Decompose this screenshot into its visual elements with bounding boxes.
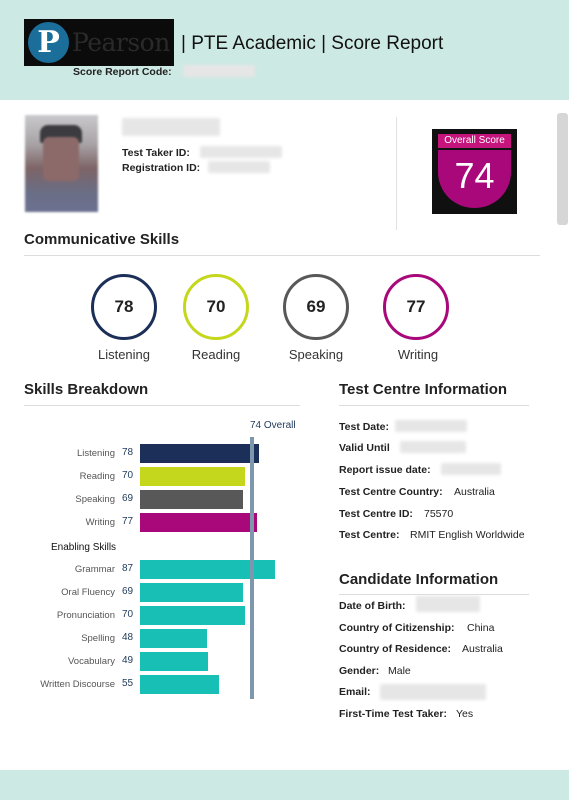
chart-score-speaking: 69: [122, 493, 134, 504]
gender-label: Gender:: [339, 665, 380, 677]
report-issue-date-label: Report issue date:: [339, 464, 431, 476]
candidate-photo: [25, 115, 98, 212]
reading-score-circle: 70: [183, 274, 249, 340]
scrollbar-thumb[interactable]: [557, 113, 568, 225]
chart-bar-written-discourse: [140, 675, 219, 694]
test-centre-title: Test Centre Information: [339, 381, 508, 398]
footer-band: [0, 770, 569, 800]
overall-score-label: Overall Score: [438, 134, 511, 148]
gender-value: Male: [388, 665, 411, 677]
listening-score-circle: 78: [91, 274, 157, 340]
breakdown-divider: [24, 405, 300, 406]
redacted-issue-date: [441, 463, 501, 475]
pearson-logo-wordmark: Pearson: [72, 28, 170, 57]
first-time-taker-label: First-Time Test Taker:: [339, 708, 447, 720]
test-centre-id-value: 75570: [424, 508, 454, 520]
chart-label-writing: Writing: [85, 517, 115, 528]
redacted-valid-until: [400, 441, 466, 453]
pearson-logo-icon: P: [28, 22, 69, 63]
chart-bar-writing: [140, 513, 257, 532]
citizenship-value: China: [467, 622, 495, 634]
photo-face: [43, 137, 79, 181]
vertical-divider: [396, 117, 397, 230]
redacted-email: [380, 684, 486, 700]
redacted-report-code: [183, 65, 255, 77]
chart-score-listening: 78: [122, 447, 134, 458]
chart-label-vocabulary: Vocabulary: [67, 656, 115, 667]
redacted-candidate-name: [122, 118, 220, 136]
report-title: | PTE Academic | Score Report: [181, 33, 444, 54]
chart-label-written-discourse: Written Discourse: [40, 679, 115, 690]
chart-bar-speaking: [140, 490, 243, 509]
score-report-code-label: Score Report Code:: [73, 66, 172, 78]
overall-marker-line: [250, 437, 254, 699]
test-centre-id-label: Test Centre ID:: [339, 508, 413, 520]
candidate-info-title: Candidate Information: [339, 571, 499, 588]
test-centre-label: Test Centre:: [339, 529, 400, 541]
redacted-test-taker-id: [200, 146, 282, 158]
chart-bar-listening: [140, 444, 259, 463]
chart-bar-grammar: [140, 560, 275, 579]
writing-score-circle: 77: [383, 274, 449, 340]
chart-score-grammar: 87: [122, 563, 134, 574]
overall-score-panel: Overall Score 74: [432, 129, 517, 214]
redacted-date-of-birth: [416, 596, 480, 612]
candidate-divider: [339, 594, 529, 595]
chart-bar-vocabulary: [140, 652, 208, 671]
enabling-skills-title: Enabling Skills: [51, 542, 117, 553]
centre-divider: [339, 405, 529, 406]
chart-score-oral-fluency: 69: [122, 586, 134, 597]
chart-label-pronunciation: Pronunciation: [56, 610, 115, 621]
overall-score-value: 74: [438, 150, 511, 208]
overall-marker-label: 74 Overall: [250, 420, 296, 431]
chart-bar-spelling: [140, 629, 207, 648]
chart-label-speaking: Speaking: [75, 494, 115, 505]
reading-label: Reading: [191, 347, 241, 362]
date-of-birth-label: Date of Birth:: [339, 600, 406, 612]
chart-label-reading: Reading: [79, 471, 115, 482]
test-centre-value: RMIT English Worldwide: [410, 529, 525, 541]
chart-label-listening: Listening: [76, 448, 115, 459]
chart-label-grammar: Grammar: [74, 564, 115, 575]
chart-bar-reading: [140, 467, 245, 486]
writing-label: Writing: [397, 347, 439, 362]
section-divider: [24, 255, 540, 256]
test-taker-id-label: Test Taker ID:: [122, 147, 190, 159]
chart-bar-oral-fluency: [140, 583, 243, 602]
redacted-registration-id: [208, 161, 270, 173]
chart-label-oral-fluency: Oral Fluency: [61, 587, 115, 598]
chart-score-written-discourse: 55: [122, 678, 134, 689]
chart-score-spelling: 48: [122, 632, 134, 643]
residence-label: Country of Residence:: [339, 643, 452, 655]
chart-score-writing: 77: [122, 516, 134, 527]
email-label: Email:: [339, 686, 371, 698]
chart-label-spelling: Spelling: [81, 633, 115, 644]
redacted-test-date: [395, 420, 467, 432]
test-centre-country-label: Test Centre Country:: [339, 486, 443, 498]
citizenship-label: Country of Citizenship:: [339, 622, 455, 634]
registration-id-label: Registration ID:: [122, 162, 201, 174]
test-date-label: Test Date:: [339, 421, 389, 433]
speaking-label: Speaking: [288, 347, 344, 362]
skills-breakdown-title: Skills Breakdown: [24, 381, 149, 398]
chart-score-vocabulary: 49: [122, 655, 134, 666]
valid-until-label: Valid Until: [339, 442, 390, 454]
test-centre-country-value: Australia: [454, 486, 495, 498]
chart-score-pronunciation: 70: [122, 609, 134, 620]
speaking-score-circle: 69: [283, 274, 349, 340]
chart-score-reading: 70: [122, 470, 134, 481]
first-time-taker-value: Yes: [456, 708, 474, 720]
chart-bar-pronunciation: [140, 606, 245, 625]
residence-value: Australia: [462, 643, 503, 655]
pearson-logo: P Pearson: [24, 19, 174, 66]
communicative-skills-title: Communicative Skills: [24, 231, 180, 248]
listening-label: Listening: [97, 347, 151, 362]
